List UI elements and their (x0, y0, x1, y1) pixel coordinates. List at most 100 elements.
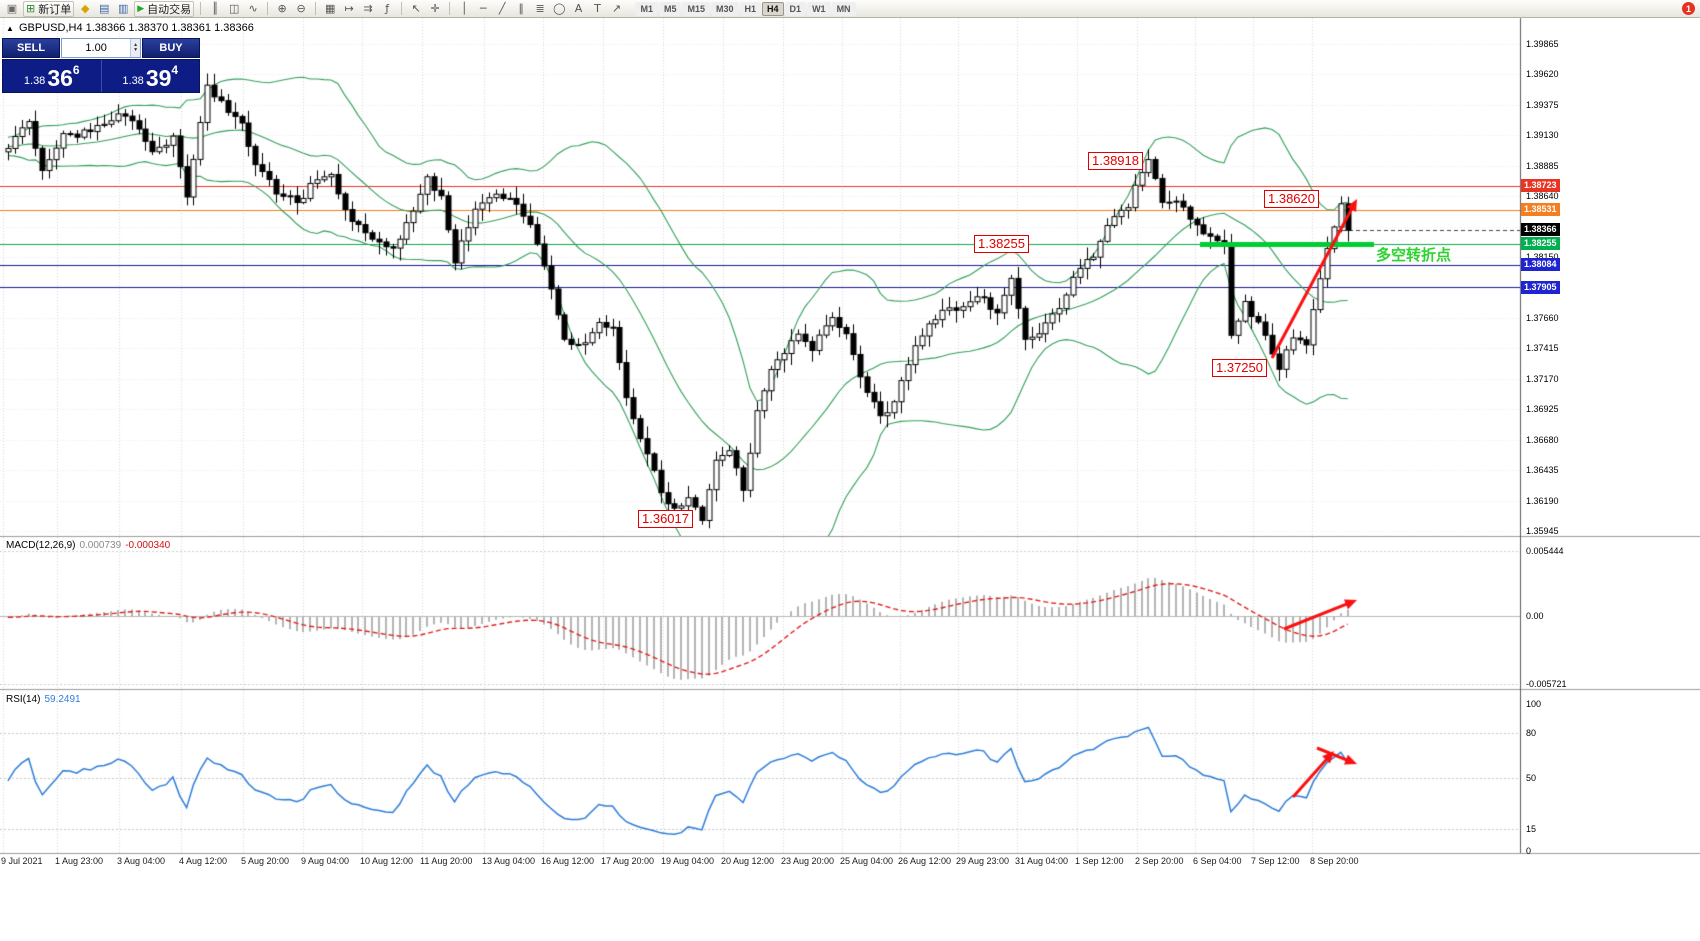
bar-chart-icon[interactable]: ║ (211, 2, 219, 15)
buy-price-big: 39 (145, 65, 172, 92)
current-price-tag: 1.38366 (1521, 223, 1560, 237)
sell-price-display[interactable]: 1.38 36 6 (3, 60, 102, 92)
toolbar-separator (401, 2, 403, 15)
time-axis-label: 17 Aug 20:00 (601, 856, 655, 866)
sell-price-big: 36 (47, 65, 73, 92)
autotrade-label: 自动交易 (147, 3, 192, 16)
price-axis-label: 1.38885 (1526, 160, 1559, 171)
chart-shift-icon[interactable]: ⇉ (363, 2, 373, 15)
price-callout[interactable]: 1.37250 (1212, 359, 1267, 377)
spinner-down-icon[interactable]: ▼ (133, 47, 139, 53)
price-level-tag: 1.38531 (1521, 202, 1560, 216)
symbol-ohlc-text: GBPUSD,H4 1.38366 1.38370 1.38361 1.3836… (18, 22, 254, 34)
timeframe-button-M15[interactable]: M15 (682, 1, 710, 16)
price-axis-label: 1.35945 (1526, 526, 1559, 536)
price-callout[interactable]: 1.38255 (974, 235, 1029, 253)
price-axis-label: 1.36925 (1526, 404, 1559, 415)
time-axis-label: 1 Sep 12:00 (1075, 856, 1124, 866)
price-axis-label: 1.39620 (1526, 69, 1559, 80)
volume-input[interactable] (62, 39, 131, 57)
timeframe-button-M30[interactable]: M30 (711, 1, 739, 16)
spinner-up-icon[interactable]: ▲ (133, 42, 139, 48)
data-window-icon[interactable]: ▥ (118, 2, 129, 15)
cursor-icon[interactable]: ↖ (411, 2, 421, 15)
charts-grid-icon[interactable]: ▣ (6, 2, 18, 15)
toolbar-separator (315, 2, 317, 15)
buy-button[interactable]: BUY (142, 38, 200, 58)
line-chart-icon[interactable]: ∿ (248, 2, 258, 15)
time-axis-label: 4 Aug 12:00 (179, 856, 228, 866)
price-callout[interactable]: 1.38918 (1088, 152, 1143, 170)
crosshair-icon[interactable]: ✛ (430, 2, 440, 15)
indicators-icon[interactable]: ƒ (385, 2, 390, 15)
favorites-icon[interactable]: ◆ (80, 2, 90, 15)
macd-title: MACD(12,26,9) 0.000739 -0.000340 (6, 540, 170, 551)
text-icon[interactable]: A (574, 2, 583, 15)
arrows-tool-icon[interactable]: ↗ (611, 2, 622, 15)
one-click-collapse-icon[interactable]: ▲ (6, 24, 14, 33)
price-axis-label: 1.37660 (1526, 312, 1559, 323)
timeframe-button-D1[interactable]: D1 (784, 1, 807, 16)
text-label-icon[interactable]: T (594, 2, 601, 15)
time-axis-label: 3 Aug 04:00 (117, 856, 166, 866)
toolbar-separator (267, 2, 269, 15)
toolbar-separator (449, 2, 451, 15)
timeframe-button-H4[interactable]: H4 (762, 1, 784, 16)
notification-badge[interactable]: 1 (1682, 2, 1695, 15)
price-axis-label: 1.38150 (1526, 252, 1559, 263)
sell-button[interactable]: SELL (2, 38, 60, 58)
pivot-note-text[interactable]: 多空转折点 (1376, 247, 1452, 264)
channel-icon[interactable]: ∥ (518, 2, 524, 15)
fibonacci-icon[interactable]: ≣ (535, 2, 545, 15)
timeframe-button-M1[interactable]: M1 (635, 1, 658, 16)
new-order-label: 新订单 (38, 3, 72, 16)
time-axis-label: 29 Aug 23:00 (956, 856, 1010, 866)
price-axis-label: 1.37170 (1526, 373, 1559, 384)
timeframe-button-MN[interactable]: MN (831, 1, 856, 16)
price-level-tag: 1.38255 (1521, 237, 1560, 251)
rsi-title: RSI(14) 59.2491 (6, 694, 81, 705)
rsi-value: 59.2491 (44, 694, 81, 705)
rsi-scale-label: 50 (1526, 772, 1537, 783)
time-axis-label: 6 Sep 04:00 (1193, 856, 1242, 866)
trendline-icon[interactable]: ╱ (498, 2, 506, 15)
rsi-scale-label: 0 (1526, 846, 1532, 856)
rsi-scale-label: 15 (1526, 823, 1537, 834)
zoom-in-icon[interactable]: ⊕ (277, 2, 287, 15)
price-axis-label: 1.36435 (1526, 465, 1559, 476)
price-level-tag: 1.38723 (1521, 178, 1560, 192)
time-axis-label: 19 Aug 04:00 (661, 856, 715, 866)
price-callout[interactable]: 1.38620 (1264, 190, 1319, 208)
new-order-button[interactable]: ⊞ 新订单 (23, 0, 75, 17)
timeframe-button-W1[interactable]: W1 (807, 1, 831, 16)
zoom-out-icon[interactable]: ⊖ (296, 2, 306, 15)
price-callout[interactable]: 1.36017 (638, 510, 693, 528)
price-level-tag: 1.37905 (1521, 280, 1560, 294)
rsi-scale-label: 100 (1526, 699, 1542, 709)
buy-price-display[interactable]: 1.38 39 4 (102, 60, 200, 92)
candlestick-chart-icon[interactable]: ◫ (228, 2, 240, 15)
price-level-tag: 1.38084 (1521, 258, 1560, 272)
autotrade-play-icon: ▶ (137, 3, 145, 14)
time-axis-label: 26 Aug 12:00 (898, 856, 952, 866)
volume-spinner[interactable]: ▲ ▼ (130, 39, 140, 57)
timeframe-button-H1[interactable]: H1 (739, 1, 762, 16)
price-axis-label: 1.39375 (1526, 99, 1559, 110)
auto-scroll-icon[interactable]: ↦ (344, 2, 354, 15)
toolbar-separator (200, 2, 202, 15)
time-axis-label: 7 Sep 12:00 (1251, 856, 1300, 866)
vertical-line-icon[interactable]: │ (460, 2, 468, 15)
ellipse-icon[interactable]: ◯ (553, 2, 566, 15)
market-watch-icon[interactable]: ▤ (99, 2, 110, 15)
horizontal-line-icon[interactable]: ─ (479, 2, 487, 15)
autotrade-button[interactable]: ▶ 自动交易 (134, 0, 195, 17)
tile-windows-icon[interactable]: ▦ (324, 2, 336, 15)
timeframe-button-M5[interactable]: M5 (658, 1, 682, 16)
time-axis-label: 23 Aug 20:00 (781, 856, 835, 866)
macd-scale-max: 0.005444 (1526, 546, 1564, 556)
time-axis-label: 13 Aug 04:00 (482, 856, 536, 866)
new-order-icon: ⊞ (26, 2, 36, 15)
